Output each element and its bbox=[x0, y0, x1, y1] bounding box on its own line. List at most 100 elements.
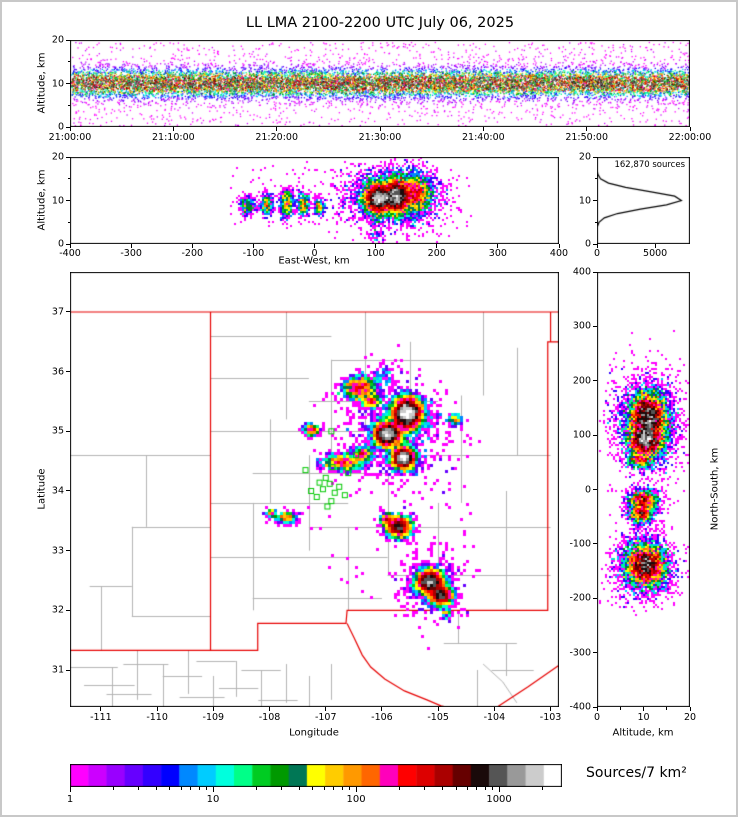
tick-label: 21:40:00 bbox=[461, 132, 505, 143]
axis-tick bbox=[66, 200, 70, 201]
tick-label: 32 bbox=[51, 604, 64, 616]
map-ylabel: Latitude bbox=[36, 468, 48, 510]
tick-label: 10 bbox=[51, 195, 64, 206]
colorbar-label: Sources/7 km² bbox=[586, 765, 687, 781]
axis-tick bbox=[593, 380, 597, 382]
axis-tick bbox=[333, 787, 335, 790]
axis-tick bbox=[312, 787, 314, 790]
axis-tick bbox=[619, 707, 621, 710]
axis-tick bbox=[255, 787, 257, 790]
axis-tick bbox=[180, 787, 182, 790]
axis-tick bbox=[130, 244, 132, 248]
axis-tick bbox=[654, 244, 656, 248]
axis-tick bbox=[66, 371, 70, 373]
tick-label: 10 bbox=[637, 712, 650, 723]
axis-tick bbox=[169, 787, 171, 790]
axis-tick bbox=[593, 489, 597, 490]
tick-label: 21:00:00 bbox=[48, 132, 92, 143]
tick-label: -104 bbox=[483, 712, 506, 723]
axis-tick bbox=[482, 127, 484, 131]
axis-tick bbox=[550, 707, 552, 711]
axis-tick bbox=[594, 221, 597, 223]
ew-height-ylabel: Altitude, km bbox=[36, 169, 48, 231]
tick-label: 20 bbox=[51, 151, 64, 163]
tick-label: 200 bbox=[572, 375, 591, 387]
axis-tick bbox=[67, 104, 70, 106]
axis-tick bbox=[212, 787, 214, 792]
axis-tick bbox=[66, 156, 70, 158]
tick-label: 300 bbox=[572, 320, 591, 332]
tick-label: 200 bbox=[427, 248, 446, 259]
tick-label: -110 bbox=[146, 712, 168, 723]
axis-tick bbox=[398, 787, 400, 790]
tick-label: -200 bbox=[181, 248, 204, 259]
axis-tick bbox=[379, 127, 381, 131]
axis-tick bbox=[643, 707, 644, 711]
tick-label: -100 bbox=[569, 538, 591, 550]
tick-label: -103 bbox=[539, 712, 562, 723]
ns-height-ylabel: North-South, km bbox=[709, 447, 721, 531]
axis-tick bbox=[67, 221, 70, 223]
axis-tick bbox=[349, 787, 350, 790]
axis-tick bbox=[172, 127, 174, 131]
tick-label: 10 bbox=[578, 195, 591, 206]
source-count-annotation: 162,870 sources bbox=[614, 160, 685, 170]
axis-tick bbox=[269, 707, 271, 711]
axis-tick bbox=[593, 325, 597, 327]
axis-tick bbox=[67, 178, 70, 180]
ns-height-canvas bbox=[597, 272, 690, 707]
tick-label: 20 bbox=[51, 34, 64, 46]
axis-tick bbox=[252, 244, 254, 248]
tick-label: 0 bbox=[593, 712, 601, 723]
axis-tick bbox=[66, 83, 70, 84]
tick-label: 22:00:00 bbox=[668, 132, 712, 143]
axis-tick bbox=[100, 707, 102, 711]
axis-tick bbox=[314, 244, 315, 248]
axis-tick bbox=[593, 434, 597, 436]
axis-tick bbox=[593, 706, 597, 708]
axis-tick bbox=[69, 244, 71, 248]
axis-tick bbox=[436, 244, 438, 248]
axis-tick bbox=[541, 787, 543, 790]
axis-tick bbox=[137, 787, 139, 790]
tick-label: 0 bbox=[311, 248, 318, 259]
ew-height-canvas bbox=[70, 157, 559, 244]
axis-tick bbox=[497, 244, 499, 248]
ew-height-xlabel: East-West, km bbox=[278, 255, 350, 267]
tick-label: 21:20:00 bbox=[255, 132, 298, 143]
axis-tick bbox=[689, 707, 691, 711]
axis-tick bbox=[381, 707, 383, 711]
tick-label: -400 bbox=[59, 248, 81, 259]
tick-label: 21:50:00 bbox=[565, 132, 608, 143]
axis-tick bbox=[455, 787, 457, 790]
axis-tick bbox=[441, 787, 443, 790]
tick-label: 33 bbox=[51, 545, 64, 557]
colorbar-tick-label: 1 bbox=[66, 794, 74, 805]
axis-tick bbox=[66, 243, 70, 245]
tick-label: 0 bbox=[584, 484, 591, 495]
axis-tick bbox=[298, 787, 300, 790]
tick-label: 5000 bbox=[643, 248, 668, 259]
axis-tick bbox=[156, 707, 158, 711]
axis-tick bbox=[325, 707, 327, 711]
colorbar-tick-label: 10 bbox=[206, 794, 220, 805]
tick-label: 10 bbox=[51, 78, 64, 89]
axis-tick bbox=[191, 244, 193, 248]
axis-tick bbox=[212, 707, 214, 711]
tick-label: -300 bbox=[120, 248, 142, 259]
tick-label: 31 bbox=[51, 664, 64, 676]
tick-label: -100 bbox=[242, 248, 265, 259]
tick-label: 21:30:00 bbox=[358, 132, 402, 143]
axis-tick bbox=[593, 543, 597, 545]
tick-label: -105 bbox=[427, 712, 449, 723]
tick-label: -200 bbox=[569, 592, 591, 604]
axis-tick bbox=[66, 126, 70, 128]
axis-tick bbox=[355, 787, 357, 792]
axis-tick bbox=[493, 707, 495, 711]
axis-tick bbox=[205, 787, 207, 790]
axis-tick bbox=[593, 652, 597, 654]
axis-tick bbox=[280, 787, 282, 790]
ns-height-xlabel: Altitude, km bbox=[612, 727, 674, 739]
axis-tick bbox=[593, 271, 597, 273]
